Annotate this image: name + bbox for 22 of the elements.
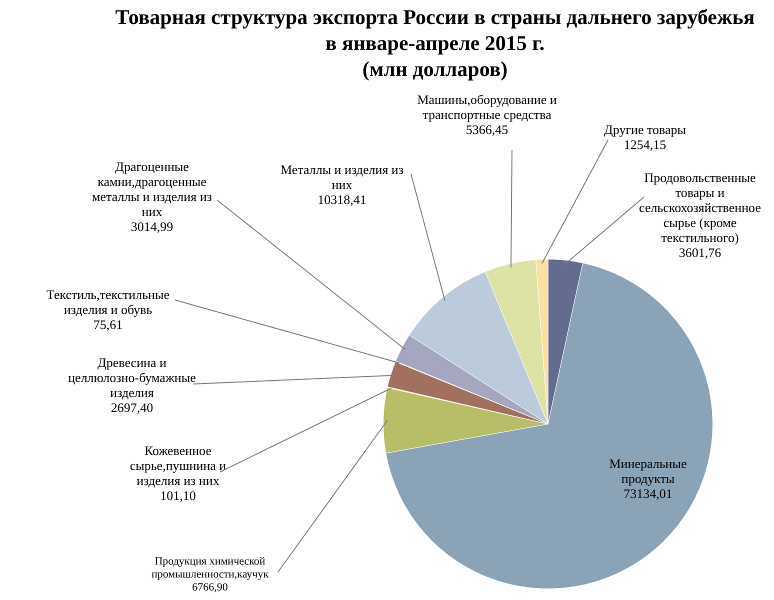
data-label: 3601,76: [678, 244, 722, 260]
slice-label: Машины,оборудование и транспортные средства: [417, 92, 557, 122]
slice-label: Древесина и целлюлозно-бумажные изделия: [68, 354, 196, 400]
data-label: 2697,40: [110, 400, 154, 415]
slice-label: Текстиль,текстильные изделия и обувь: [46, 286, 170, 317]
data-label: 1254,15: [624, 136, 666, 152]
slice-label: Минеральные продукты: [609, 456, 687, 486]
slice-label: Продовольственные товары и сельскохозяйственное сырье (кроме текстильного): [639, 170, 762, 245]
slice-label: Другие товары: [604, 122, 686, 137]
data-label: 75,61: [93, 316, 123, 332]
data-label: 101,10: [160, 488, 196, 503]
slice-label: Драгоценные камни,драгоценные металлы и изделия из них: [92, 158, 212, 219]
data-label: 6766,90: [192, 581, 228, 594]
chart-subtitle: (млн долларов): [361, 56, 509, 82]
data-label: 10318,41: [318, 192, 366, 207]
chart-title: Товарная структура экспорта России в страны дальнего зарубежья в январе-апреле 2015 г.: [114, 4, 756, 56]
slice-label: Продукция химической промышленности,каучук: [151, 555, 270, 580]
data-label: 3014,99: [130, 218, 174, 234]
slice-label: Кожевенное сырье,пушнина и изделия из них: [130, 442, 226, 488]
slice-label: Металлы и изделия из них: [280, 162, 404, 192]
data-label: 5366,45: [466, 122, 508, 137]
data-label: 73134,01: [624, 486, 672, 501]
